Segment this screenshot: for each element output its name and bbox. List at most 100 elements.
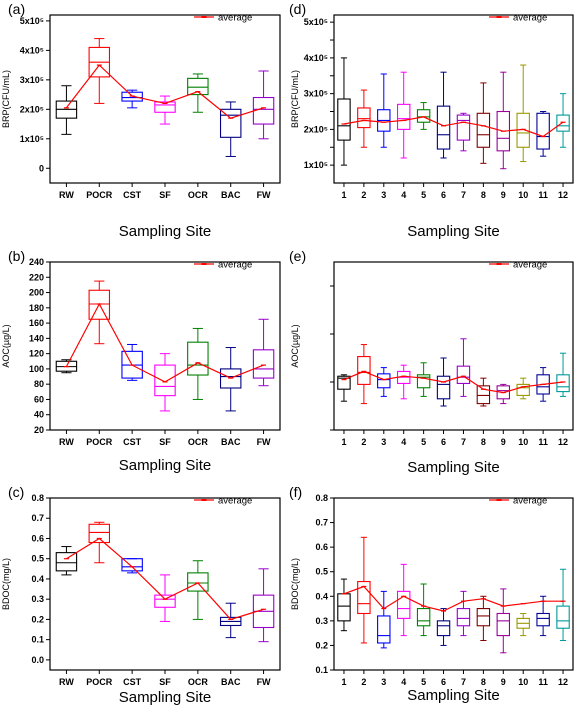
box-iqr [416, 109, 431, 123]
x-tick-label: FW [257, 437, 271, 447]
box-iqr [436, 620, 451, 637]
box-CST [121, 343, 143, 381]
box-iqr [476, 608, 491, 627]
legend-label: average [513, 496, 547, 507]
x-tick-label: 8 [481, 437, 486, 447]
box-6 [436, 608, 451, 646]
box-iqr [337, 98, 351, 141]
box-iqr [154, 101, 176, 113]
y-tick-label: 0.4 [315, 591, 328, 601]
x-axis-label: Sampling Site [407, 687, 500, 704]
x-tick-label: 2 [361, 190, 366, 200]
box-iqr [219, 108, 242, 138]
x-tick-label: OCR [188, 437, 209, 447]
box-9 [496, 71, 511, 170]
box-12 [556, 352, 570, 397]
box-11 [536, 595, 550, 637]
x-tick-label: RW [59, 437, 74, 447]
x-tick-label: 6 [441, 437, 446, 447]
x-tick-label: 11 [538, 437, 548, 447]
x-tick-label: 7 [461, 437, 466, 447]
panel-label: (f) [289, 484, 302, 500]
box-7 [456, 590, 471, 637]
x-tick-label: BAC [221, 677, 241, 687]
x-tick-label: RW [59, 190, 74, 200]
x-tick-label: SF [159, 677, 171, 687]
box-iqr [556, 374, 570, 393]
y-axis-label: BDOC(mg/L) [290, 558, 300, 610]
plot-frame [333, 497, 574, 671]
x-axis-label: Sampling Site [119, 689, 212, 706]
y-tick-label: 200 [29, 288, 44, 298]
x-tick-label: 8 [481, 190, 486, 200]
x-tick-label: 12 [558, 677, 568, 687]
box-7 [456, 112, 471, 152]
x-tick-label: OCR [188, 190, 209, 200]
x-tick-label: 1 [341, 437, 346, 447]
box-3 [377, 590, 391, 649]
box-6 [436, 71, 451, 159]
x-tick-label: 6 [441, 190, 446, 200]
box-SF [154, 574, 176, 622]
box-BAC [219, 101, 242, 157]
x-tick-label: 9 [501, 677, 506, 687]
legend: average [194, 260, 252, 271]
box-iqr [88, 289, 111, 320]
y-tick-label: 0.2 [31, 614, 44, 624]
box-CST [121, 89, 143, 109]
box-iqr [536, 112, 550, 150]
y-tick-label: 0.2 [315, 640, 328, 650]
legend-label: average [218, 260, 252, 271]
box-7 [456, 338, 471, 397]
legend: average [489, 13, 547, 24]
x-tick-label: 5 [421, 437, 426, 447]
box-iqr [436, 105, 451, 150]
y-tick-label: 0 [39, 163, 44, 173]
x-tick-label: 12 [558, 437, 568, 447]
y-tick-label: 0.1 [315, 665, 328, 675]
y-tick-label: 160 [29, 318, 44, 328]
y-tick-label: 0.8 [315, 493, 328, 503]
box-iqr [556, 114, 570, 132]
x-tick-label: FW [257, 677, 271, 687]
y-tick-label: 0.8 [31, 493, 44, 503]
box-OCR [187, 73, 209, 113]
box-OCR [187, 327, 209, 400]
legend: average [489, 260, 547, 271]
box-iqr [252, 349, 275, 379]
x-tick-label: BAC [221, 437, 241, 447]
panel-label: (b) [8, 248, 25, 264]
x-tick-label: 12 [558, 190, 568, 200]
y-tick-label: 0.6 [315, 542, 328, 552]
box-POCR [88, 280, 111, 345]
box-1 [337, 578, 351, 632]
y-tick-label: 40 [34, 410, 44, 420]
average-line [65, 302, 264, 383]
box-FW [252, 318, 275, 387]
box-CST [121, 558, 143, 574]
y-tick-label: 20 [34, 425, 44, 435]
x-tick-label: POCR [86, 437, 113, 447]
panel-d: (d) 1x10⁵ 2x10⁵ 3x10⁵ 4x10⁵ 5x10⁵ BRP(CFU/mL) 1… [289, 1, 574, 240]
box-12 [556, 568, 570, 642]
y-tick-label: 220 [29, 272, 44, 282]
y-tick-label: 240 [29, 257, 44, 267]
x-tick-label: 4 [401, 437, 406, 447]
box-iqr [219, 368, 242, 389]
box-iqr [55, 552, 78, 572]
box-9 [496, 383, 511, 405]
box-iqr [252, 96, 275, 125]
y-tick-label: 4x10⁵ [304, 53, 328, 63]
x-tick-label: 10 [518, 677, 528, 687]
y-tick-label: 2x10⁵ [20, 104, 44, 114]
plot-frame [333, 261, 574, 431]
average-line [343, 116, 564, 138]
y-tick-label: 100 [29, 364, 44, 374]
box-iqr [357, 356, 371, 385]
x-tick-label: 1 [341, 190, 346, 200]
y-tick-label: 3x10⁵ [20, 75, 44, 85]
x-tick-label: CST [123, 437, 142, 447]
y-axis-label: BRP(CFU/mL) [290, 70, 300, 128]
